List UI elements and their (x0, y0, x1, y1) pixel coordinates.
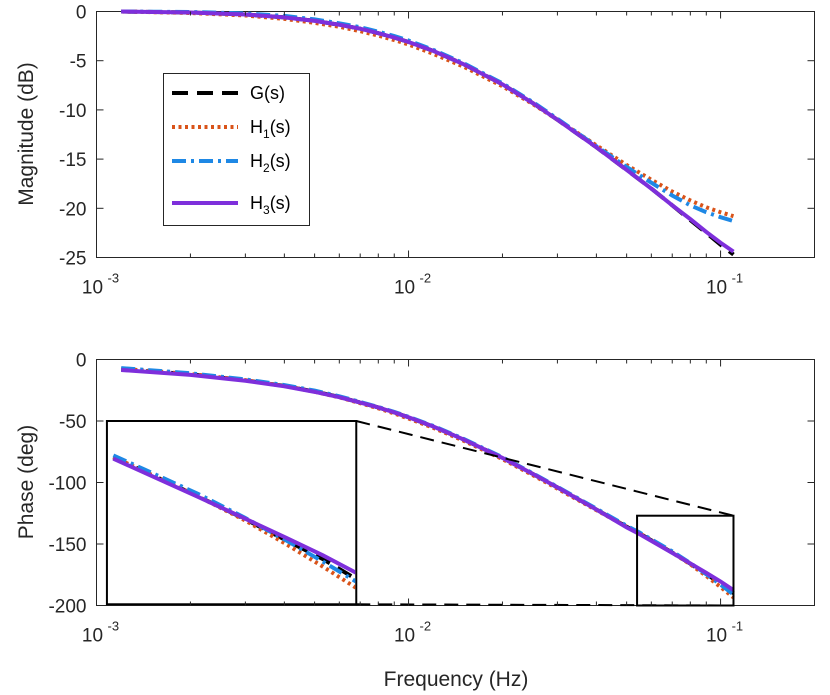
xtick-label: 10 (706, 278, 727, 299)
frequency-xlabel: Frequency (Hz) (384, 668, 529, 691)
inset-series-h3s-line (112, 456, 356, 575)
xtick-label: 10 (706, 626, 727, 647)
inset-box (105, 420, 358, 606)
ytick-label: 0 (76, 3, 87, 24)
ytick-label: -15 (59, 150, 86, 171)
phase-ylabel: Phase (deg) (15, 425, 38, 539)
series-h3s-line (121, 9, 735, 254)
phase-ticks: 0 -50 -100 -150 -200 10 -3 10 -2 10 -1 (48, 351, 815, 647)
ytick-label: -10 (59, 101, 86, 122)
magnitude-ylabel: Magnitude (dB) (15, 62, 38, 206)
xtick-label-exponent: -3 (108, 619, 120, 634)
magnitude-plot-area (121, 9, 735, 257)
zoom-region-box (636, 514, 735, 607)
legend-box (163, 73, 310, 226)
xtick-label: 10 (82, 626, 103, 647)
inset-zoom-plot (105, 420, 358, 606)
xtick-label-exponent: -2 (420, 271, 432, 286)
xtick-label-exponent: -1 (732, 271, 744, 286)
ytick-label: -100 (48, 474, 86, 495)
series-h3s-line (121, 367, 735, 592)
ytick-label: -200 (48, 597, 86, 618)
legend-label: H3(s) (250, 193, 291, 217)
ytick-label: -25 (59, 249, 86, 270)
ytick-label: 0 (76, 351, 87, 372)
inset-series (112, 453, 356, 590)
xtick-label: 10 (394, 626, 415, 647)
magnitude-ticks: 0 -5 -10 -15 -20 -25 10 -3 10 -2 10 -1 (59, 3, 815, 299)
ytick-label: -20 (59, 199, 86, 220)
ytick-label: -50 (59, 412, 86, 433)
phase-plot-area (105, 366, 735, 607)
xtick-label: 10 (394, 278, 415, 299)
ytick-label: -5 (70, 52, 87, 73)
xtick-label-exponent: -3 (108, 271, 120, 286)
xtick-label-exponent: -1 (732, 619, 744, 634)
legend-label: G(s) (250, 83, 285, 103)
ytick-label: -150 (48, 535, 86, 556)
legend: G(s) H1(s) H2(s) H3(s) (163, 73, 310, 226)
legend-label: H2(s) (250, 151, 291, 175)
xtick-label: 10 (82, 278, 103, 299)
xtick-label-exponent: -2 (420, 619, 432, 634)
legend-label: H1(s) (250, 117, 291, 141)
